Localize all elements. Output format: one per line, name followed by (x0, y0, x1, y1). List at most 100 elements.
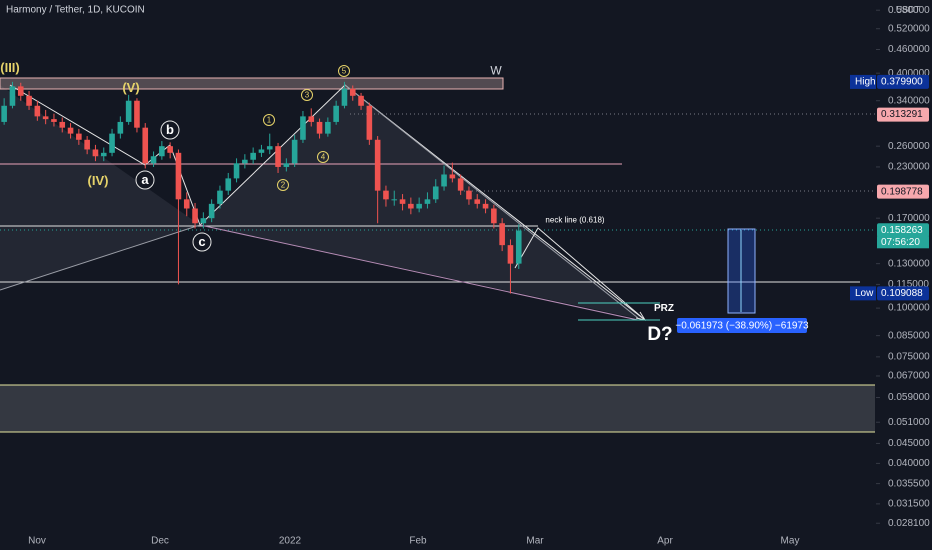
candle-body (167, 146, 173, 153)
candle-body (109, 133, 115, 153)
wave-label: (III) (0, 60, 20, 75)
x-tick-label: Nov (28, 536, 46, 547)
measure-badge (677, 318, 807, 333)
y-tick-label: 0.035500 (888, 478, 930, 489)
candle-body (233, 163, 240, 179)
y-tick-label: 0.067000 (888, 371, 930, 382)
pattern-line (199, 224, 639, 321)
candle-body (366, 105, 373, 140)
drawings: −0.061973 (−38.90%) −61973 (0, 77, 875, 433)
candle-body (325, 121, 331, 134)
candle-body (283, 163, 290, 167)
x-tick-label: May (781, 536, 800, 547)
wave-label: D? (647, 324, 672, 345)
candle-body (192, 208, 198, 224)
badge-tag (850, 74, 876, 89)
pattern-line (344, 84, 639, 319)
candle-body (142, 127, 149, 164)
wave-label: W (490, 64, 502, 78)
candle-body (432, 186, 439, 200)
axis-unit: USDT (896, 4, 921, 14)
candle-body (217, 190, 223, 204)
candle-body (416, 203, 422, 209)
y-tick-label: 0.059000 (888, 392, 930, 403)
candle-body (208, 203, 215, 219)
wave-circle (338, 65, 350, 77)
wave-circle (192, 232, 212, 252)
wave-label: 1 (267, 116, 272, 125)
candle-body (125, 100, 132, 122)
candle-body (134, 100, 140, 128)
candle-body (84, 139, 90, 150)
candle-body (76, 133, 82, 140)
y-tick-label: 0.520000 (888, 23, 930, 34)
wave-circle (301, 89, 313, 101)
x-tick-label: Dec (151, 536, 169, 547)
candle-body (9, 86, 16, 106)
wave-circle (317, 151, 329, 163)
wave-label: 5 (342, 67, 347, 76)
candle-body (17, 86, 24, 96)
y-tick-label: 0.075000 (888, 352, 930, 363)
wave-label: (V) (122, 80, 139, 95)
candle-body (67, 127, 74, 134)
candle-body (117, 121, 124, 134)
wave-circle (263, 114, 275, 126)
candle-body (300, 116, 306, 140)
projection-line (514, 227, 646, 321)
wave-label: PRZ (654, 303, 674, 314)
candle-body (333, 105, 339, 122)
y-tick-label: 0.340000 (888, 95, 930, 106)
candle-body (316, 121, 323, 134)
wave-label: a (141, 172, 149, 187)
y-tick-label: 0.460000 (888, 44, 930, 55)
candle-body (341, 88, 348, 106)
candle-body (175, 152, 182, 200)
candle-body (92, 149, 99, 157)
candle-body (499, 223, 505, 246)
resistance-box (0, 77, 504, 90)
y-tick-label: 0.170000 (888, 213, 930, 224)
price-badge-label: 0.313291 (881, 109, 923, 120)
candle-body (358, 95, 364, 106)
wave-label: c (198, 234, 205, 249)
candle-body (225, 178, 232, 191)
price-badge (877, 74, 929, 89)
pattern-fill (0, 85, 200, 290)
candle-body (349, 88, 356, 96)
pattern-fill (200, 85, 645, 320)
high-label: High (855, 77, 876, 88)
y-tick-label: 0.100000 (888, 303, 930, 314)
price-badge (877, 107, 929, 122)
candle-body (374, 139, 381, 191)
candles (1, 81, 522, 294)
y-tick-label: 0.085000 (888, 330, 930, 341)
wave-label: 3 (305, 91, 310, 100)
candle-body (1, 105, 7, 122)
candle-body (515, 230, 522, 264)
y-tick-label: 0.040000 (888, 458, 930, 469)
candle-body (291, 139, 298, 164)
wave-label: 2 (281, 181, 286, 190)
x-tick-label: Mar (526, 536, 544, 547)
wave-label: (IV) (88, 173, 109, 188)
y-tick-label: 0.580000 (888, 5, 930, 16)
countdown: 07:56:20 (881, 237, 920, 248)
support-zone (0, 385, 875, 432)
candle-body (266, 146, 273, 150)
candle-body (150, 156, 157, 164)
candle-body (26, 95, 32, 106)
x-tick-label: Apr (657, 536, 673, 547)
candle-body (308, 116, 315, 122)
candle-body (242, 159, 248, 164)
badge-tag (850, 286, 876, 301)
candle-body (59, 121, 66, 128)
y-tick-label: 0.260000 (888, 141, 930, 152)
y-tick-label: 0.031500 (888, 499, 930, 510)
price-badge (877, 223, 929, 238)
pattern-line (0, 224, 201, 291)
y-tick-label: 0.045000 (888, 438, 930, 449)
price-badge (877, 286, 929, 301)
candle-body (466, 190, 472, 200)
